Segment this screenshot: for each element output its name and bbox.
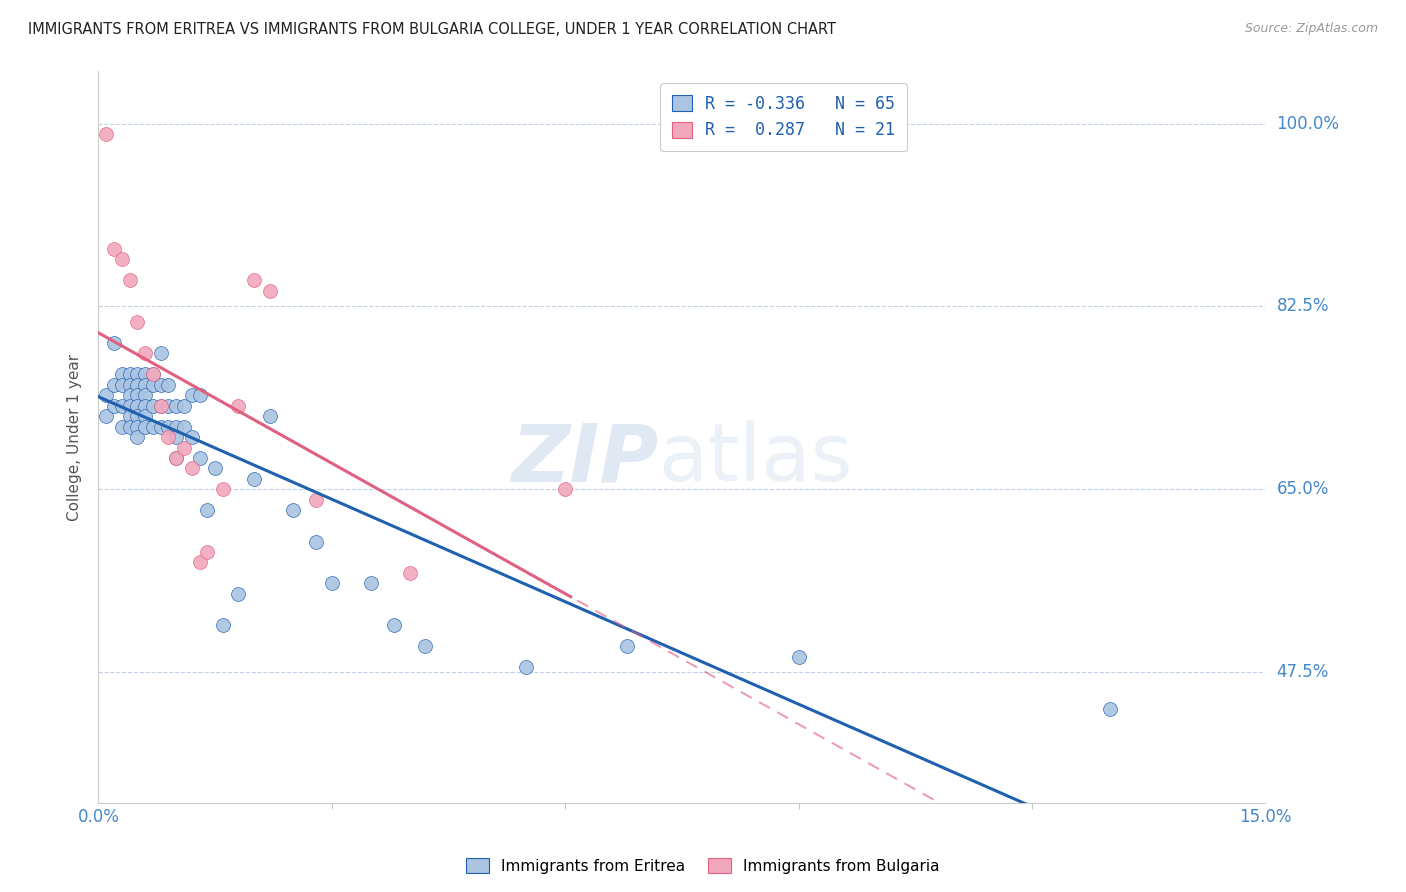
Point [127, 399, 149, 413]
Point [118, 377, 141, 392]
Point [134, 388, 156, 402]
Point [127, 409, 149, 424]
Point [157, 419, 180, 434]
Point [103, 336, 125, 351]
Point [149, 419, 172, 434]
Point [360, 576, 382, 591]
Point [118, 399, 141, 413]
Point [305, 534, 328, 549]
Point [165, 450, 187, 465]
Legend: R = -0.336   N = 65, R =  0.287   N = 21: R = -0.336 N = 65, R = 0.287 N = 21 [661, 83, 907, 151]
Point [127, 419, 149, 434]
Text: 82.5%: 82.5% [1277, 297, 1329, 316]
Point [188, 556, 211, 570]
Point [142, 377, 165, 392]
Point [173, 399, 195, 413]
Point [259, 409, 281, 424]
Point [188, 450, 211, 465]
Point [127, 388, 149, 402]
Point [212, 483, 235, 497]
Point [173, 441, 195, 455]
Point [180, 461, 202, 475]
Point [1098, 702, 1121, 716]
Point [321, 576, 343, 591]
Point [103, 399, 125, 413]
Text: 100.0%: 100.0% [1277, 114, 1340, 133]
Point [127, 377, 149, 392]
Point [118, 368, 141, 382]
Point [787, 649, 810, 664]
Point [157, 377, 180, 392]
Point [204, 461, 226, 475]
Text: Source: ZipAtlas.com: Source: ZipAtlas.com [1244, 22, 1378, 36]
Text: ZIP: ZIP [512, 420, 658, 498]
Point [96, 127, 118, 141]
Legend: Immigrants from Eritrea, Immigrants from Bulgaria: Immigrants from Eritrea, Immigrants from… [460, 852, 946, 880]
Point [228, 587, 250, 601]
Point [413, 639, 436, 653]
Point [111, 377, 134, 392]
Point [96, 388, 118, 402]
Point [281, 503, 304, 517]
Point [142, 368, 165, 382]
Text: atlas: atlas [658, 420, 853, 498]
Point [398, 566, 420, 580]
Point [616, 639, 638, 653]
Point [111, 419, 134, 434]
Point [157, 399, 180, 413]
Point [111, 399, 134, 413]
Point [127, 430, 149, 444]
Point [188, 388, 211, 402]
Point [157, 430, 180, 444]
Point [118, 273, 141, 287]
Point [96, 409, 118, 424]
Point [134, 409, 156, 424]
Point [103, 377, 125, 392]
Point [173, 419, 195, 434]
Point [127, 368, 149, 382]
Point [118, 409, 141, 424]
Text: IMMIGRANTS FROM ERITREA VS IMMIGRANTS FROM BULGARIA COLLEGE, UNDER 1 YEAR CORREL: IMMIGRANTS FROM ERITREA VS IMMIGRANTS FR… [28, 22, 837, 37]
Point [165, 450, 187, 465]
Y-axis label: College, Under 1 year: College, Under 1 year [67, 353, 83, 521]
Point [243, 273, 266, 287]
Point [165, 399, 187, 413]
Point [305, 492, 328, 507]
Text: 65.0%: 65.0% [1277, 480, 1329, 499]
Point [554, 483, 576, 497]
Point [103, 242, 125, 256]
Point [243, 472, 266, 486]
Point [195, 503, 218, 517]
Point [382, 618, 405, 632]
Point [212, 618, 235, 632]
Point [134, 399, 156, 413]
Point [195, 545, 218, 559]
Point [142, 399, 165, 413]
Point [149, 346, 172, 360]
Point [134, 377, 156, 392]
Point [118, 388, 141, 402]
Point [142, 368, 165, 382]
Text: 47.5%: 47.5% [1277, 663, 1329, 681]
Point [149, 399, 172, 413]
Point [111, 252, 134, 267]
Point [142, 419, 165, 434]
Point [134, 368, 156, 382]
Point [180, 430, 202, 444]
Point [149, 377, 172, 392]
Point [134, 419, 156, 434]
Point [118, 419, 141, 434]
Point [149, 399, 172, 413]
Point [165, 419, 187, 434]
Point [515, 660, 537, 674]
Point [228, 399, 250, 413]
Point [111, 368, 134, 382]
Point [180, 388, 202, 402]
Point [259, 284, 281, 298]
Point [127, 315, 149, 329]
Point [134, 346, 156, 360]
Point [165, 430, 187, 444]
